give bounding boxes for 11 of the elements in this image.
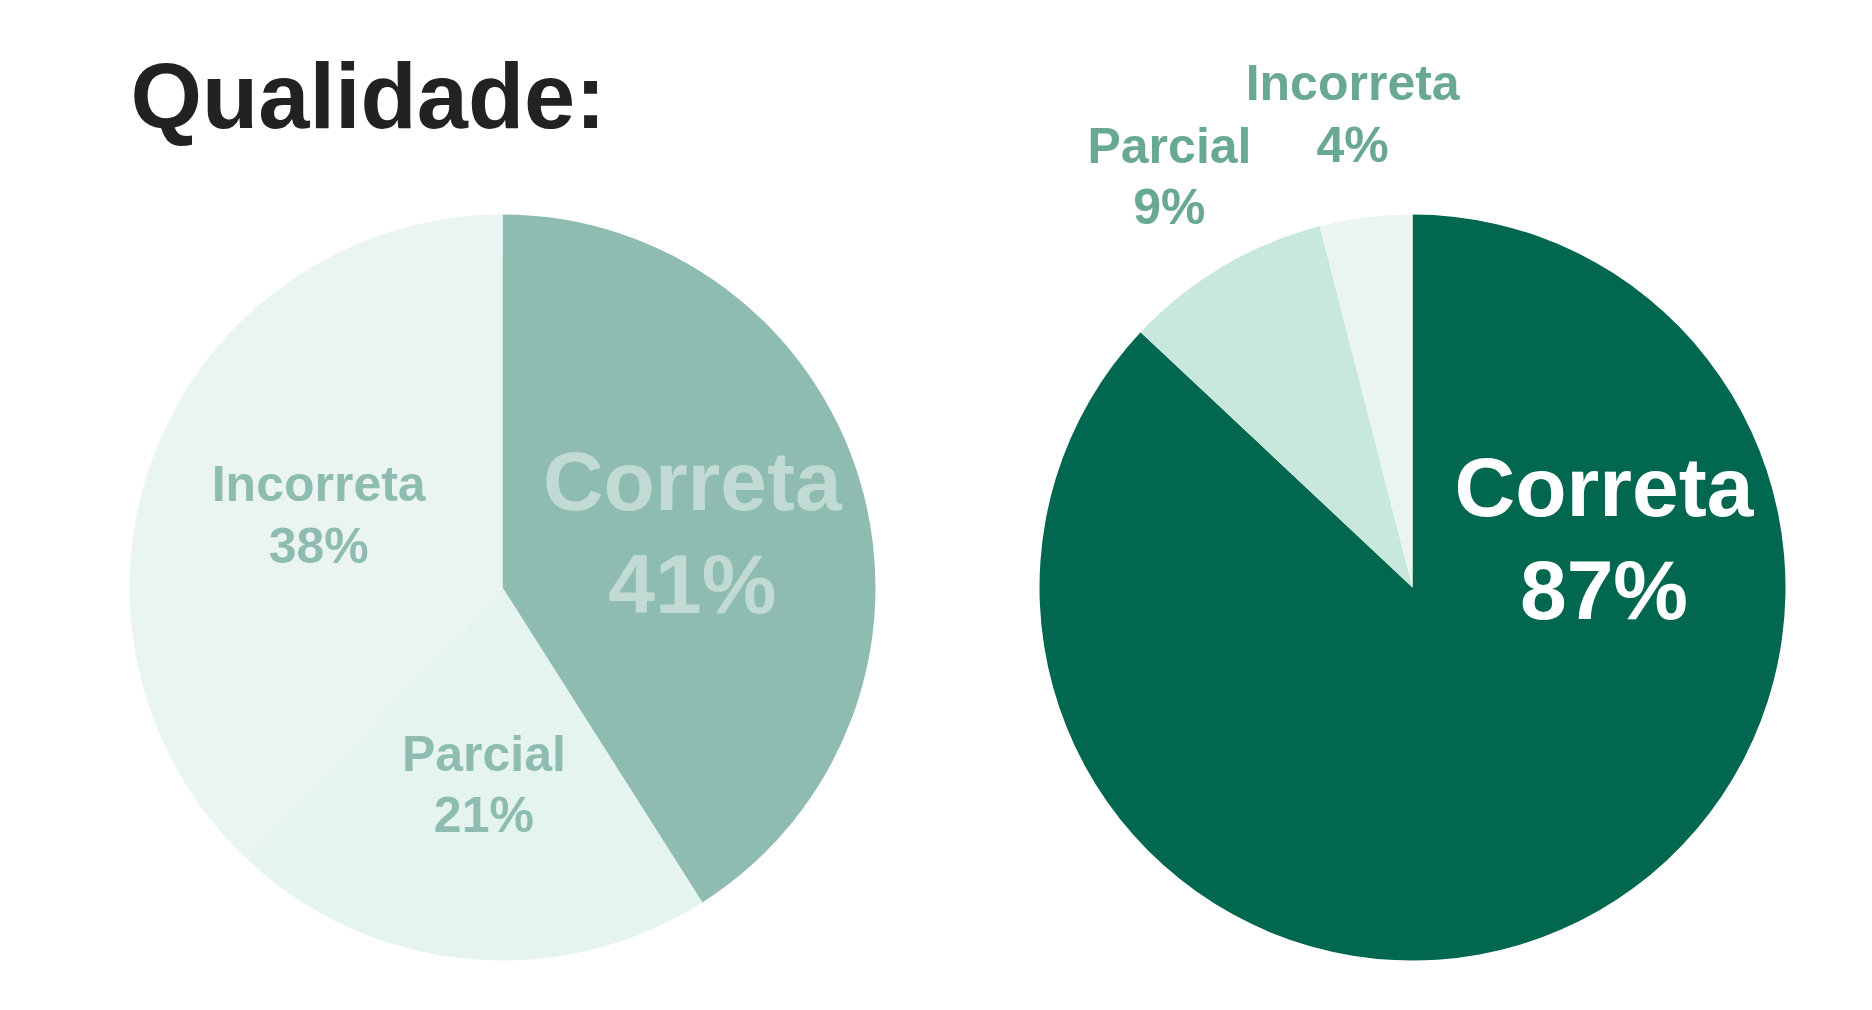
chart-title: Qualidade:: [130, 44, 606, 147]
data-label: 4%: [1316, 116, 1389, 173]
data-label: 38%: [268, 517, 369, 574]
data-label: 9%: [1133, 179, 1206, 236]
slice-label: Incorreta: [211, 455, 427, 512]
data-label: 21%: [433, 787, 534, 844]
slice-label: Parcial: [1087, 117, 1252, 174]
slice-label: Parcial: [401, 725, 566, 782]
data-label: 87%: [1519, 543, 1689, 638]
slice-label: Incorreta: [1245, 55, 1461, 112]
slice-label: Correta: [1454, 439, 1755, 534]
